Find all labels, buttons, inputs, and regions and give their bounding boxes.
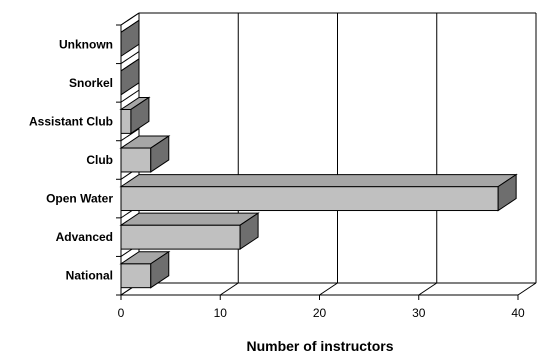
- bar-front: [120, 224, 241, 250]
- bar-side: [120, 57, 140, 96]
- x-tick-label-2: 20: [313, 306, 327, 320]
- x-tick-label-3: 30: [412, 306, 426, 320]
- category-label-6: Unknown: [59, 37, 113, 51]
- bar-side: [497, 173, 517, 212]
- category-labels: Unknown Snorkel Assistant Club Club Open Wat…: [29, 37, 113, 282]
- bar-front: [120, 263, 152, 289]
- category-label-2: Open Water: [46, 192, 113, 206]
- x-tick-label-1: 10: [214, 306, 228, 320]
- bar-unknown: [120, 19, 140, 58]
- bar-advanced: [119, 212, 260, 251]
- bar-club: [119, 135, 171, 173]
- chart-grid: [120, 12, 537, 296]
- bar-top: [119, 174, 518, 188]
- x-tick-label-4: 40: [511, 306, 525, 320]
- bar-open-water: [119, 173, 518, 212]
- side-wall-line-5: [120, 89, 140, 103]
- bar-front: [120, 147, 152, 173]
- category-label-1: Advanced: [56, 230, 113, 244]
- bar-side: [239, 212, 259, 251]
- floor-line-4: [517, 282, 537, 296]
- bar-top: [119, 212, 260, 226]
- bar-side: [150, 135, 170, 173]
- bar-front: [120, 186, 499, 212]
- side-wall-line-4: [120, 128, 140, 142]
- bar-side: [150, 250, 170, 289]
- chart-axes: [116, 12, 519, 300]
- bar-assistant-club: [119, 96, 151, 135]
- floor-line-3: [418, 282, 438, 296]
- bar-side: [130, 96, 150, 135]
- bar-national: [119, 250, 171, 289]
- category-label-3: Club: [86, 153, 113, 167]
- bar-snorkel: [120, 57, 140, 96]
- tick-labels: 0 10 20 30 40: [118, 306, 525, 320]
- category-label-5: Snorkel: [69, 76, 113, 90]
- bar-side: [120, 19, 140, 58]
- x-tick-label-0: 0: [118, 306, 125, 320]
- category-label-0: National: [66, 269, 113, 283]
- side-wall-line-6: [120, 51, 140, 64]
- bar-front: [120, 108, 132, 134]
- floor-line-2: [319, 282, 338, 296]
- category-label-4: Assistant Club: [29, 114, 113, 128]
- x-axis-title: Number of instructors: [246, 338, 393, 354]
- floor-line-1: [219, 282, 239, 296]
- side-wall-top: [120, 12, 140, 26]
- chart-bars: [119, 19, 518, 289]
